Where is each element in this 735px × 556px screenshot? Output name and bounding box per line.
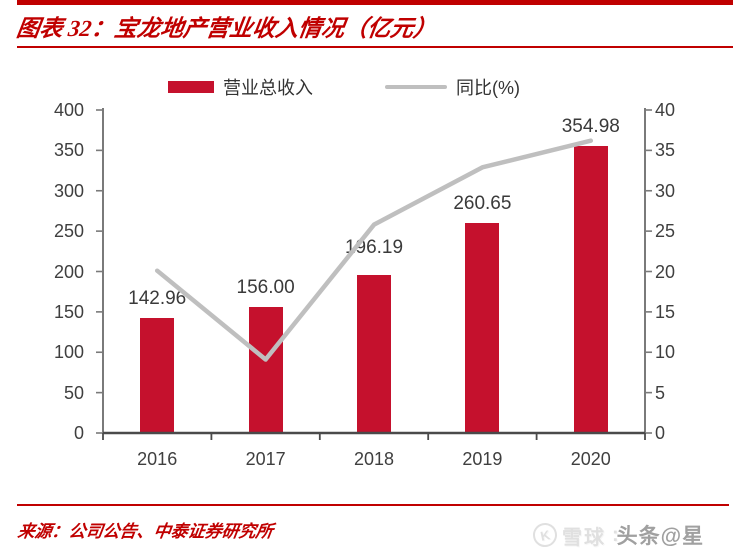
left-axis-labels: 400 350 300 250 200 150 100 50 0 [22, 100, 84, 443]
right-axis-tick-label: 15 [655, 301, 676, 322]
legend-item-revenue: 营业总收入 [168, 74, 313, 100]
watermark: K 雪球 : 头条@星 [530, 516, 733, 554]
watermark-separator: : [612, 523, 621, 546]
xueqiu-logo-icon: K [530, 520, 560, 550]
left-axis-tick-label: 150 [53, 301, 84, 322]
footer-divider [17, 504, 729, 506]
left-axis-tick-label: 350 [53, 140, 84, 161]
xueqiu-watermark: K 雪球 : [530, 520, 621, 550]
left-axis-tick-label: 50 [63, 382, 84, 403]
bar-2018 [357, 274, 391, 433]
yoy-line [154, 138, 594, 362]
chart-canvas [96, 108, 652, 440]
legend-label-yoy: 同比(%) [456, 78, 520, 98]
x-axis-tick-label: 2020 [570, 449, 611, 469]
title-divider [17, 46, 733, 48]
bar-2020 [573, 146, 608, 433]
right-axis-tick-label: 35 [655, 140, 676, 161]
left-axis-tick-label: 400 [53, 100, 84, 120]
bar-swatch-icon [168, 81, 214, 93]
line-swatch-icon [385, 85, 447, 89]
x-axis-labels: 2016 2017 2018 2019 2020 [103, 449, 645, 471]
left-axis-tick-label: 300 [53, 180, 84, 201]
bar-2016 [140, 317, 175, 433]
x-axis-tick-label: 2019 [462, 449, 503, 469]
left-axis-tick-label: 0 [73, 423, 84, 443]
left-axis-tick-label: 200 [53, 261, 84, 282]
bar-value-label: 142.96 [128, 287, 187, 309]
legend-item-yoy: 同比(%) [385, 74, 520, 100]
x-axis-tick-label: 2016 [137, 449, 178, 469]
left-axis-tick-label: 100 [53, 342, 84, 363]
xueqiu-watermark-text: 雪球 [562, 526, 606, 549]
right-axis-tick-label: 20 [655, 261, 676, 282]
source-note: 来源：公司公告、中泰证券研究所 [16, 522, 275, 541]
right-axis-tick-label: 5 [655, 382, 666, 403]
right-axis-tick-label: 40 [655, 100, 676, 120]
plot-area: 142.96 156.00 196.19 260.65 354.98 [96, 108, 652, 440]
right-axis-labels: 40 35 30 25 20 15 10 5 0 [655, 100, 699, 443]
chart-title: 图表 32：宝龙地产营业收入情况（亿元） [14, 16, 439, 41]
chart-legend: 营业总收入 同比(%) [168, 76, 520, 98]
bar-value-label: 156.00 [236, 277, 295, 299]
x-axis-tick-label: 2018 [353, 449, 395, 469]
right-axis-tick-label: 0 [655, 423, 666, 443]
toutiao-watermark: 头条@星 [616, 525, 705, 548]
x-axis-tick-label: 2017 [245, 449, 286, 469]
bar-value-label: 260.65 [453, 192, 512, 214]
bar-2017 [248, 307, 283, 433]
bar-value-label: 354.98 [561, 116, 620, 138]
right-axis-tick-label: 25 [655, 221, 676, 242]
right-axis-tick-label: 30 [655, 180, 676, 201]
legend-label-revenue: 营业总收入 [223, 78, 313, 98]
top-accent-bar [17, 0, 733, 5]
bar-2019 [465, 222, 500, 433]
left-axis-tick-label: 250 [53, 221, 84, 242]
right-axis-tick-label: 10 [655, 342, 676, 363]
